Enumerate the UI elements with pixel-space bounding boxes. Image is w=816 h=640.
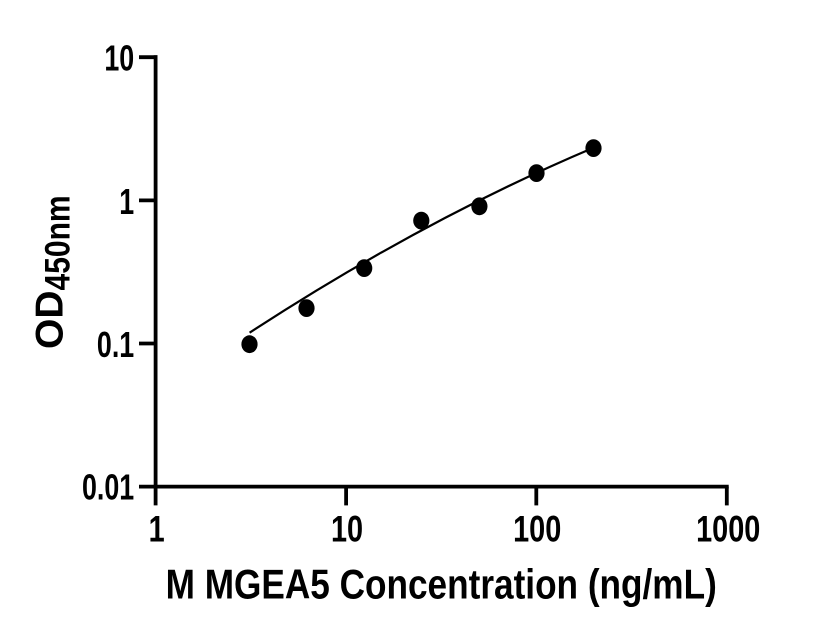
svg-text:10: 10 [104, 38, 134, 79]
svg-text:1: 1 [119, 181, 134, 222]
svg-text:M MGEA5 Concentration (ng/mL): M MGEA5 Concentration (ng/mL) [166, 562, 717, 609]
svg-text:OD: OD [28, 291, 71, 350]
svg-text:0.1: 0.1 [97, 324, 134, 365]
svg-text:1: 1 [149, 509, 165, 550]
svg-text:0.01: 0.01 [82, 467, 134, 508]
svg-text:450nm: 450nm [37, 195, 77, 290]
svg-text:1000: 1000 [696, 509, 760, 550]
svg-text:100: 100 [513, 509, 561, 550]
svg-text:10: 10 [331, 509, 363, 550]
